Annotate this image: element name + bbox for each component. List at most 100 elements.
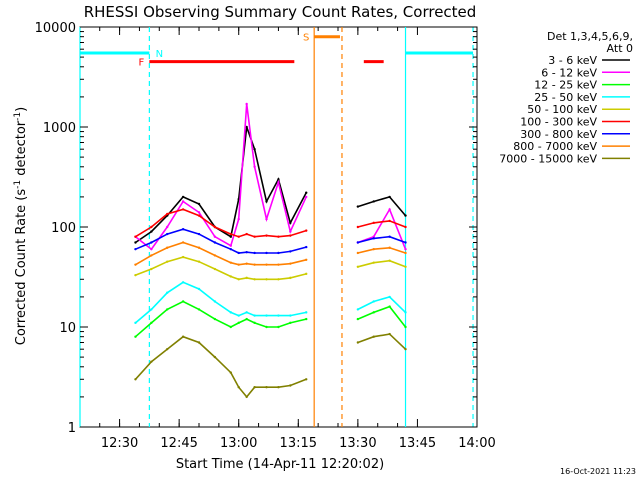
series-point: [213, 355, 217, 359]
series-point: [305, 195, 308, 199]
series-8: [134, 332, 407, 399]
series-point: [372, 200, 375, 203]
x-tick-label: 13:30: [339, 436, 376, 451]
series-point: [277, 251, 280, 255]
series-point: [134, 247, 137, 251]
series-point: [253, 321, 256, 325]
series-point: [305, 191, 308, 194]
series-point: [166, 225, 169, 229]
series-line: [357, 333, 407, 350]
series-5: [134, 208, 407, 238]
series-point: [229, 325, 232, 329]
series-point: [277, 263, 280, 266]
series-point: [150, 230, 153, 233]
series-point: [289, 314, 292, 317]
series-point: [404, 241, 407, 244]
series-point: [356, 251, 360, 255]
legend-label: 7000 - 15000 keV: [499, 152, 597, 165]
series-point: [197, 232, 201, 236]
series-point: [181, 255, 185, 259]
series-point: [229, 261, 232, 264]
series-line: [135, 256, 307, 281]
series-point: [237, 251, 240, 255]
series-point: [372, 335, 375, 338]
series-point: [265, 200, 268, 203]
series-point: [356, 241, 360, 244]
series-point: [134, 335, 137, 338]
series-point: [197, 260, 201, 263]
series-point: [181, 281, 185, 284]
series-point: [356, 225, 360, 229]
series-point: [166, 246, 169, 249]
series-point: [372, 247, 375, 251]
series-line: [357, 235, 406, 244]
series-point: [213, 267, 217, 271]
series-point: [197, 202, 201, 206]
legend-label: 6 - 12 keV: [541, 66, 597, 79]
series-point: [356, 265, 360, 268]
series-point: [134, 235, 137, 238]
series-point: [372, 261, 375, 264]
x-tick-label: 12:30: [101, 436, 138, 451]
y-axis-label-sup2: -1: [13, 112, 23, 121]
series-point: [388, 332, 391, 336]
series-point: [197, 246, 201, 249]
series-line: [135, 208, 307, 238]
series-point: [245, 311, 248, 314]
series-point: [229, 371, 232, 374]
legend-label: 3 - 6 keV: [548, 54, 597, 67]
series-point: [289, 384, 292, 387]
series-point: [253, 278, 256, 281]
series-point: [388, 305, 391, 308]
series-point: [265, 325, 268, 329]
series-point: [181, 195, 185, 199]
x-tick-label: 13:45: [399, 436, 436, 451]
series-line: [135, 228, 307, 254]
series-point: [372, 237, 375, 240]
series-point: [356, 317, 360, 321]
series-point: [166, 308, 169, 311]
series-point: [289, 321, 292, 325]
series-point: [305, 229, 308, 232]
series-point: [181, 208, 185, 211]
series-point: [134, 263, 137, 266]
series-point: [150, 247, 153, 251]
legend-label: 800 - 7000 keV: [513, 140, 597, 153]
y-axis-label-end: ): [14, 107, 29, 112]
legend-label: 50 - 100 keV: [527, 103, 597, 116]
series-line: [357, 207, 407, 250]
y-tick-label: 10000: [35, 21, 76, 36]
legend-header-line2: Att 0: [607, 42, 633, 55]
series-point: [277, 235, 280, 238]
series-point: [197, 341, 201, 344]
series-point: [166, 232, 169, 236]
series-point: [237, 263, 240, 266]
series-point: [277, 278, 280, 281]
series-point: [237, 386, 240, 389]
y-tick-label: 10: [59, 321, 76, 336]
series-point: [253, 235, 256, 238]
series-line: [357, 246, 406, 254]
series-point: [134, 321, 137, 325]
annotation-label-flare: F: [138, 58, 144, 69]
series-point: [305, 272, 308, 276]
series-point: [289, 221, 292, 225]
series-4: [134, 255, 407, 281]
series-point: [277, 325, 280, 329]
series-point: [245, 317, 248, 321]
series-point: [166, 291, 169, 294]
series-line: [357, 305, 407, 328]
y-axis-label-main: Corrected Count Rate (s: [14, 189, 29, 346]
series-point: [388, 219, 391, 223]
legend-label: 25 - 50 keV: [534, 91, 597, 104]
series-point: [134, 273, 137, 277]
series-point: [404, 214, 407, 217]
series-point: [245, 125, 248, 129]
series-point: [197, 287, 201, 291]
series-point: [237, 321, 240, 325]
series-point: [305, 317, 308, 321]
series-point: [404, 311, 407, 314]
series-point: [245, 262, 248, 265]
series-point: [277, 178, 280, 181]
